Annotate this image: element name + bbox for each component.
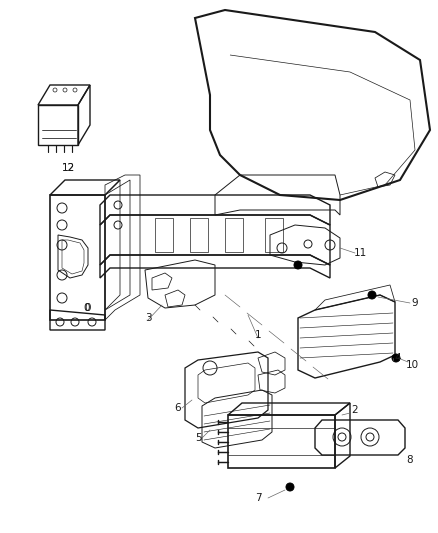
Text: 11: 11 bbox=[353, 248, 367, 258]
Circle shape bbox=[368, 291, 376, 299]
Text: 0: 0 bbox=[85, 303, 91, 313]
Text: 9: 9 bbox=[412, 298, 418, 308]
Text: 12: 12 bbox=[61, 163, 74, 173]
Text: 2: 2 bbox=[352, 405, 358, 415]
Text: 4: 4 bbox=[395, 353, 401, 363]
Text: 10: 10 bbox=[406, 360, 419, 370]
Circle shape bbox=[294, 261, 302, 269]
Text: 8: 8 bbox=[407, 455, 413, 465]
Text: 7: 7 bbox=[254, 493, 261, 503]
Text: 12: 12 bbox=[61, 163, 74, 173]
Circle shape bbox=[392, 354, 400, 362]
Circle shape bbox=[286, 483, 294, 491]
Text: 1: 1 bbox=[254, 330, 261, 340]
Text: 5: 5 bbox=[194, 433, 201, 443]
Text: 6: 6 bbox=[175, 403, 181, 413]
Text: 0: 0 bbox=[84, 303, 90, 313]
Text: 3: 3 bbox=[145, 313, 151, 323]
